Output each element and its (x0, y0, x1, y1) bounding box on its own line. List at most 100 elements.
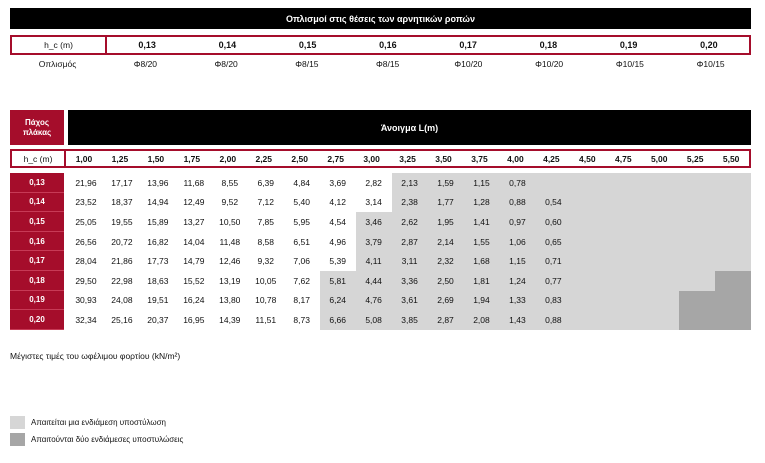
load-cell: 1,15 (463, 173, 500, 193)
load-cell (679, 212, 716, 232)
load-cell (607, 212, 644, 232)
span-value: 5,50 (722, 153, 740, 164)
load-cell: 14,94 (147, 197, 169, 208)
span-value: 4,50 (579, 153, 596, 164)
load-cell: 5,81 (319, 270, 356, 291)
load-cell (643, 192, 680, 213)
table-row: 0,18 29,50 22,98 18,63 15,52 13,19 10,05 7,62 5,… (10, 270, 752, 291)
load-cell (607, 251, 644, 271)
reinforcement-value: Φ10/20 (535, 58, 564, 69)
span-header: Άνοιγμα L(m) (68, 110, 751, 145)
load-cell (571, 173, 608, 193)
span-value: 2,75 (327, 153, 344, 164)
load-cell (679, 270, 716, 291)
legend-two-supports: Απαιτούνται δύο ενδιάμεσες υποστυλώσεις (10, 433, 183, 446)
load-cell: 5,08 (355, 310, 392, 330)
load-cell: 14,04 (183, 236, 205, 247)
table-row: 0,17 28,04 21,86 17,73 14,79 12,46 9,32 7,06 5,3… (10, 251, 752, 271)
load-cell: 11,48 (219, 236, 241, 247)
row-cells: 32,34 25,16 20,37 16,95 14,39 11,51 8,73 6,66 5,… (68, 310, 752, 330)
table-row: 0,13 21,96 17,17 13,96 11,68 8,55 6,39 4,84 3,69… (10, 173, 752, 193)
table-row: 0,20 32,34 25,16 20,37 16,95 14,39 11,51 8,73 6,… (10, 310, 752, 330)
load-cell: 2,62 (391, 212, 428, 232)
span-value: 3,00 (363, 153, 380, 164)
reinforcement-h-value: 0,14 (218, 40, 237, 50)
span-value: 3,75 (471, 153, 488, 164)
load-cell (571, 231, 608, 252)
legend-swatch-dark (10, 433, 25, 446)
load-cell: 3,36 (391, 270, 428, 291)
reinforcement-value: Φ8/15 (295, 58, 319, 69)
load-cell (643, 270, 680, 291)
load-table: Πάχος πλάκας Άνοιγμα L(m) h_c (m) 1,00 1,… (10, 110, 752, 330)
load-cell: 19,51 (147, 295, 169, 306)
row-thickness: 0,13 (10, 173, 64, 193)
load-cell: 12,46 (219, 256, 241, 267)
load-cell: 4,44 (355, 270, 392, 291)
load-cell: 2,87 (391, 231, 428, 252)
load-cell (535, 173, 572, 193)
load-cell: 10,78 (255, 295, 277, 306)
load-cell (571, 212, 608, 232)
table-row: 0,19 30,93 24,08 19,51 16,24 13,80 10,78 8,17 6,… (10, 290, 752, 311)
load-cell: 6,66 (319, 310, 356, 330)
load-cell: 1,24 (499, 270, 536, 291)
table-row: 0,15 25,05 19,55 15,89 13,27 10,50 7,85 5,95 4,5… (10, 212, 752, 232)
row-cells: 29,50 22,98 18,63 15,52 13,19 10,05 7,62 5,81 4,… (68, 270, 752, 291)
load-cell: 10,05 (255, 275, 277, 286)
reinforcement-h-row: h_c (m) 0,13 0,14 0,15 0,16 0,17 0,18 0,19 0,20 (10, 35, 751, 55)
load-cell: 11,51 (255, 314, 277, 325)
load-grid: 0,13 21,96 17,17 13,96 11,68 8,55 6,39 4,84 3,69… (10, 173, 752, 330)
load-cell: 8,73 (293, 314, 310, 325)
load-cell: 13,27 (183, 216, 205, 227)
span-value: 3,25 (399, 153, 416, 164)
load-cell: 6,24 (319, 290, 356, 311)
load-cell: 2,32 (427, 251, 464, 271)
load-cell: 7,12 (257, 197, 275, 208)
load-cell: 1,77 (427, 192, 464, 213)
load-cell: 0,77 (535, 270, 572, 291)
load-cell (643, 251, 680, 271)
load-cell: 0,71 (535, 251, 572, 271)
load-cell: 1,06 (499, 231, 536, 252)
load-cell: 18,63 (147, 275, 169, 286)
load-cell: 0,83 (535, 290, 572, 311)
load-cell (679, 192, 716, 213)
load-cell: 24,08 (111, 295, 133, 306)
load-cell: 17,73 (147, 256, 169, 267)
load-cell: 21,96 (75, 177, 97, 188)
table-row: 0,16 26,56 20,72 16,82 14,04 11,48 8,58 6,51 4,9… (10, 231, 752, 252)
load-cell: 5,39 (329, 256, 346, 267)
load-cell: 2,50 (427, 270, 464, 291)
load-cell: 2,14 (427, 231, 464, 252)
row-cells: 23,52 18,37 14,94 12,49 9,52 7,12 5,40 4,12 3,14… (68, 192, 752, 213)
load-cell (571, 192, 608, 213)
span-value: 1,75 (183, 153, 201, 164)
table-row: 0,14 23,52 18,37 14,94 12,49 9,52 7,12 5,40 4,12… (10, 192, 752, 213)
span-value: 4,75 (615, 153, 632, 164)
load-cell: 2,87 (427, 310, 464, 330)
row-thickness: 0,15 (10, 212, 64, 232)
load-cell (607, 310, 644, 330)
load-cell: 12,49 (183, 197, 205, 208)
load-cell: 5,95 (293, 216, 310, 227)
load-cell (643, 290, 680, 311)
reinforcement-h-label: h_c (m) (12, 37, 107, 53)
load-cell: 1,43 (499, 310, 536, 330)
load-cell: 23,52 (75, 197, 97, 208)
load-cell: 3,11 (391, 251, 428, 271)
reinforcement-h-value: 0,17 (459, 40, 477, 50)
reinforcement-h-value: 0,18 (539, 40, 558, 50)
load-cell: 2,08 (463, 310, 500, 330)
reinforcement-value: Φ10/15 (615, 58, 644, 69)
span-value: 5,25 (686, 153, 704, 164)
load-cell (679, 310, 716, 330)
load-cell: 13,19 (219, 275, 241, 286)
load-cell: 15,52 (183, 275, 205, 286)
reinforcement-values: Φ8/20 Φ8/20 Φ8/15 Φ8/15 Φ10/20 Φ10/20 Φ10/15 Φ1… (105, 55, 751, 72)
load-cell (715, 251, 752, 271)
span-value: 1,00 (75, 153, 93, 164)
load-cell (679, 290, 716, 311)
footnote: Μέγιστες τιμές του ωφέλιμου φορτίου (kN/… (10, 351, 181, 361)
load-cell: 0,65 (535, 231, 572, 252)
